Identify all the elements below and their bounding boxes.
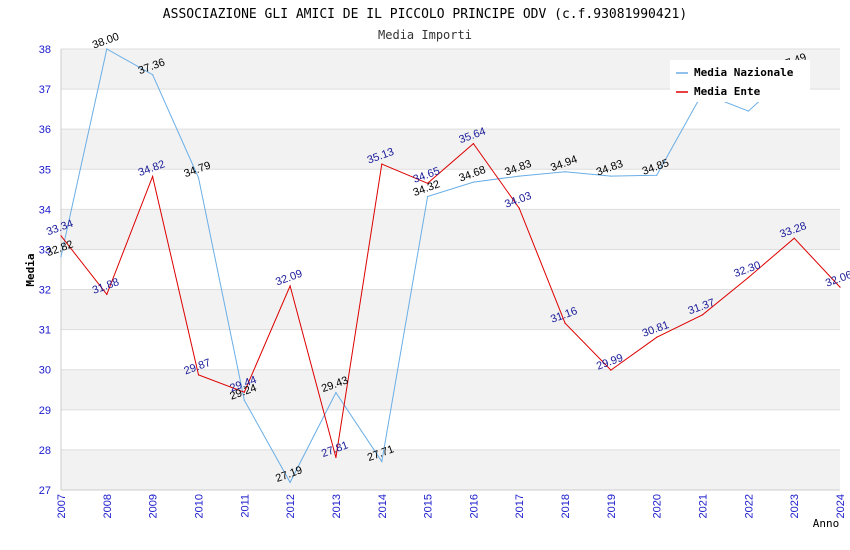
x-tick-labels: 2007 2008 2009 2010 2011 2012 2013 2014 2015 2016… [56, 494, 847, 518]
legend-label-ente: Media Ente [694, 85, 761, 98]
y-tick-label: 27 [39, 485, 51, 497]
y-tick-label: 38 [39, 44, 51, 56]
data-point [243, 399, 245, 401]
legend: Media Nazionale Media Ente [670, 60, 810, 102]
data-point [197, 374, 200, 376]
data-label: 32.30 [732, 259, 762, 280]
y-tick-label: 31 [39, 325, 51, 337]
legend-background [670, 60, 810, 102]
x-axis-label: Anno [813, 517, 840, 530]
grid-band [61, 129, 840, 170]
x-tick-label: 2012 [285, 494, 297, 518]
data-point [747, 276, 749, 279]
data-point [610, 175, 612, 177]
data-point [472, 181, 475, 183]
x-tick-label: 2020 [652, 494, 664, 518]
x-tick-label: 2019 [606, 494, 618, 518]
y-tick-label: 33 [39, 244, 51, 256]
series-line-nazionale [60, 48, 795, 484]
data-point [381, 460, 383, 463]
data-point [426, 182, 429, 184]
legend-label-nazionale: Media Nazionale [694, 66, 794, 79]
data-point [518, 175, 520, 177]
grid-bands [61, 49, 840, 490]
data-point [610, 369, 612, 371]
data-point [793, 237, 795, 239]
x-tick-label: 2014 [377, 494, 389, 518]
data-point [152, 175, 154, 178]
x-tick-label: 2023 [789, 494, 801, 518]
data-point [518, 207, 520, 209]
series-line-ente [60, 142, 841, 458]
data-point [106, 48, 108, 50]
data-point [381, 163, 383, 165]
x-tick-label: 2016 [468, 494, 480, 518]
grid-band [61, 369, 840, 410]
data-point [747, 110, 749, 112]
data-point [701, 314, 704, 316]
data-point [106, 293, 108, 295]
y-tick-label: 30 [39, 365, 51, 377]
data-label: 32.09 [274, 268, 304, 289]
data-point [289, 481, 291, 483]
data-point [335, 456, 337, 459]
y-axis-label: Media [24, 253, 37, 286]
data-point [60, 235, 62, 237]
data-point [60, 256, 62, 258]
x-tick-label: 2010 [193, 494, 205, 518]
grid-band [61, 209, 840, 250]
x-tick-label: 2011 [239, 494, 251, 518]
y-tick-labels: 27 28 29 30 31 32 33 34 35 36 37 38 [39, 44, 51, 497]
chart-title: ASSOCIAZIONE GLI AMICI DE IL PICCOLO PRI… [163, 7, 687, 22]
y-tick-label: 29 [39, 405, 51, 417]
data-point [564, 322, 566, 324]
data-point [656, 336, 658, 338]
y-tick-label: 37 [39, 84, 51, 96]
data-label: 32.06 [824, 269, 850, 290]
x-tick-label: 2008 [102, 494, 114, 518]
x-tick-label: 2018 [560, 494, 572, 518]
data-point [564, 171, 566, 173]
data-point [472, 143, 475, 145]
x-tick-label: 2017 [514, 494, 526, 518]
data-point [152, 74, 154, 76]
gridlines [61, 48, 840, 491]
data-point [197, 177, 200, 179]
x-tick-label: 2013 [331, 494, 343, 518]
x-tick-label: 2024 [835, 494, 847, 518]
y-tick-label: 36 [39, 124, 51, 136]
grid-band [61, 449, 840, 490]
y-tick-label: 34 [39, 204, 51, 216]
x-tick-label: 2021 [698, 494, 710, 518]
data-point [839, 286, 841, 288]
data-point [243, 391, 245, 393]
data-point [656, 174, 658, 176]
data-label: 32.82 [45, 239, 75, 260]
data-point [335, 391, 337, 394]
series-lines [60, 48, 841, 484]
chart-subtitle: Media Importi [378, 28, 472, 42]
grid-band [61, 289, 840, 330]
data-label: 38.00 [91, 31, 121, 52]
x-tick-label: 2022 [743, 494, 755, 518]
y-tick-label: 28 [39, 445, 51, 457]
data-point [426, 195, 429, 198]
y-tick-label: 32 [39, 285, 51, 297]
x-tick-label: 2015 [423, 494, 435, 518]
x-tick-label: 2007 [56, 494, 68, 518]
y-tick-label: 35 [39, 164, 51, 176]
axes [60, 49, 840, 491]
x-tick-label: 2009 [148, 494, 160, 518]
data-point [289, 285, 291, 287]
